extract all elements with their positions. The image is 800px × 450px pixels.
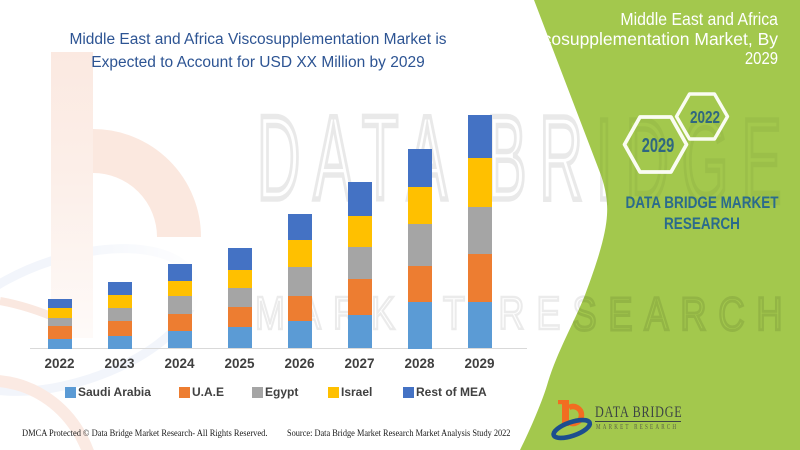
- svg-text:MARKET RESEARCH: MARKET RESEARCH: [255, 289, 795, 340]
